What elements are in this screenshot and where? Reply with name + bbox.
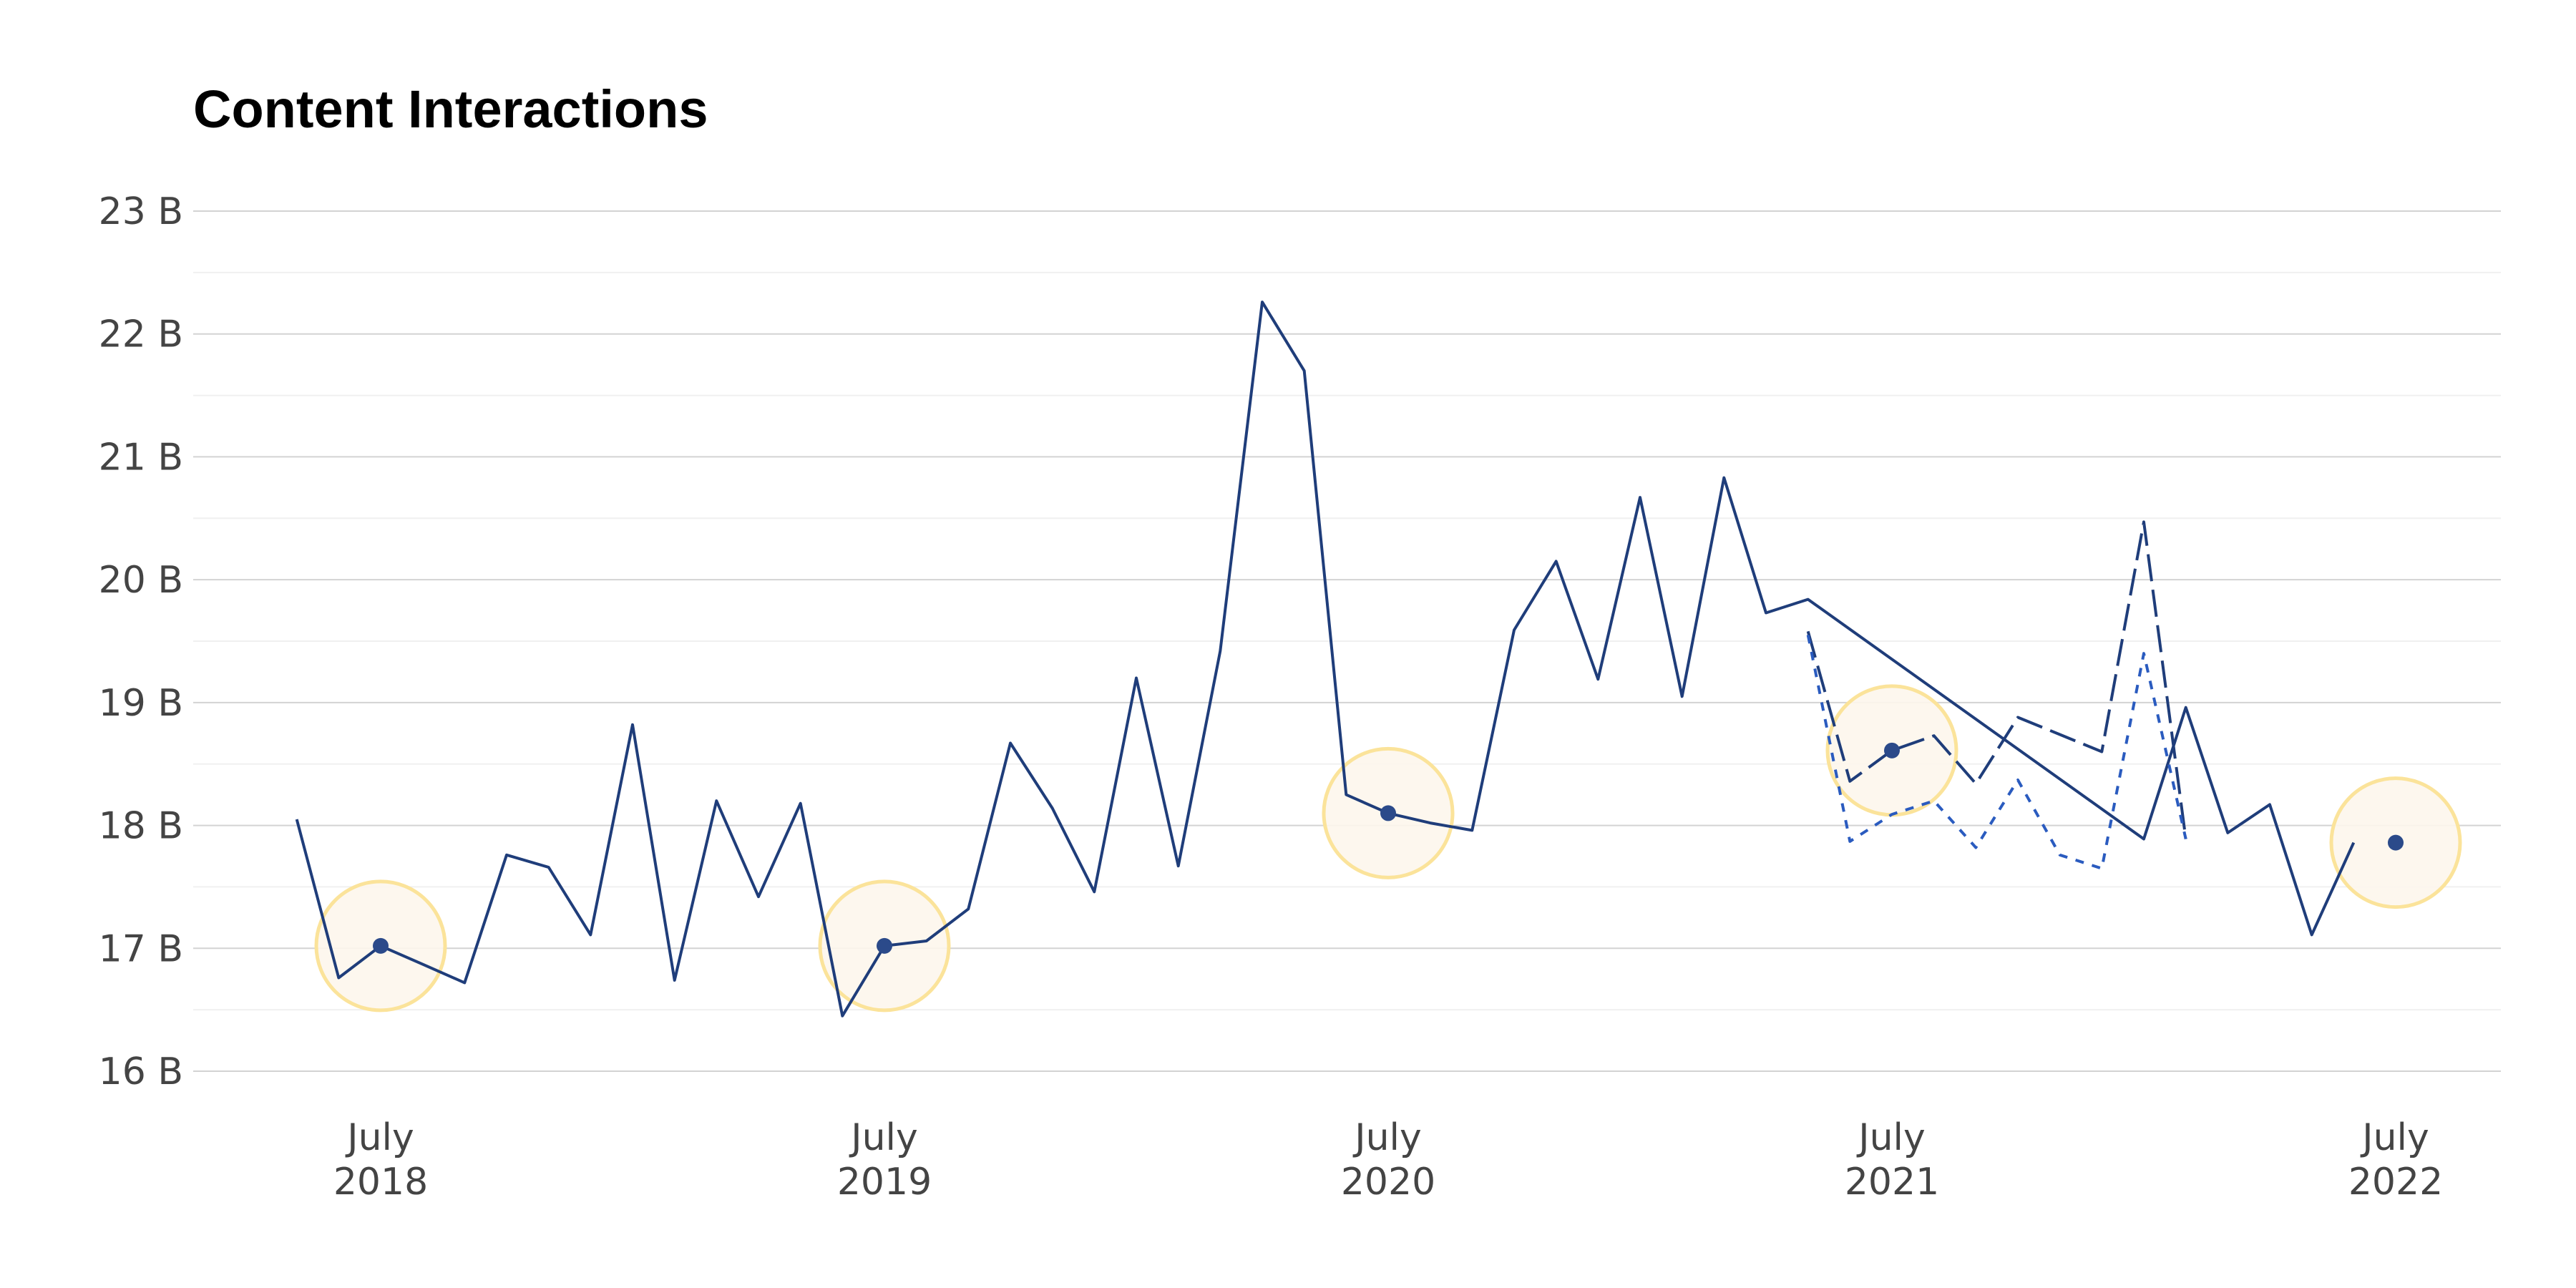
x-tick-label-month: July [2360, 1116, 2429, 1159]
y-tick-label: 16 B [99, 1050, 183, 1093]
y-tick-label: 17 B [99, 927, 183, 970]
y-tick-label: 18 B [99, 805, 183, 848]
highlight-marker [1380, 805, 1396, 821]
x-tick-label-year: 2018 [333, 1161, 428, 1204]
y-axis: 16 B 17 B 18 B 19 B 20 B 21 B 22 B 23 B [99, 190, 183, 1093]
y-tick-label: 20 B [99, 559, 183, 602]
x-tick-label-year: 2020 [1341, 1161, 1435, 1204]
x-tick-label-year: 2021 [1845, 1161, 1939, 1204]
highlight-marker [1884, 742, 1900, 758]
highlight-circles [314, 684, 2462, 1013]
highlight-marker [2388, 834, 2404, 851]
y-tick-label: 21 B [99, 436, 183, 479]
highlight-marker [877, 937, 892, 954]
chart-title: Content Interactions [193, 79, 708, 139]
x-tick-label-month: July [345, 1116, 414, 1159]
x-tick-label-month: July [849, 1116, 918, 1159]
x-tick-label-year: 2019 [837, 1161, 932, 1204]
series-line-solid [295, 301, 2356, 1018]
y-tick-label: 19 B [99, 682, 183, 725]
series-line-dashed [1806, 520, 2187, 839]
series [295, 301, 2356, 1018]
x-tick-label-year: 2022 [2348, 1161, 2443, 1204]
x-tick-label-month: July [1856, 1116, 1926, 1159]
markers [373, 742, 2404, 954]
x-tick-label-month: July [1352, 1116, 1422, 1159]
y-tick-label: 23 B [99, 190, 183, 233]
highlight-marker [373, 937, 389, 954]
grid [193, 210, 2501, 1072]
y-tick-label: 22 B [99, 313, 183, 356]
